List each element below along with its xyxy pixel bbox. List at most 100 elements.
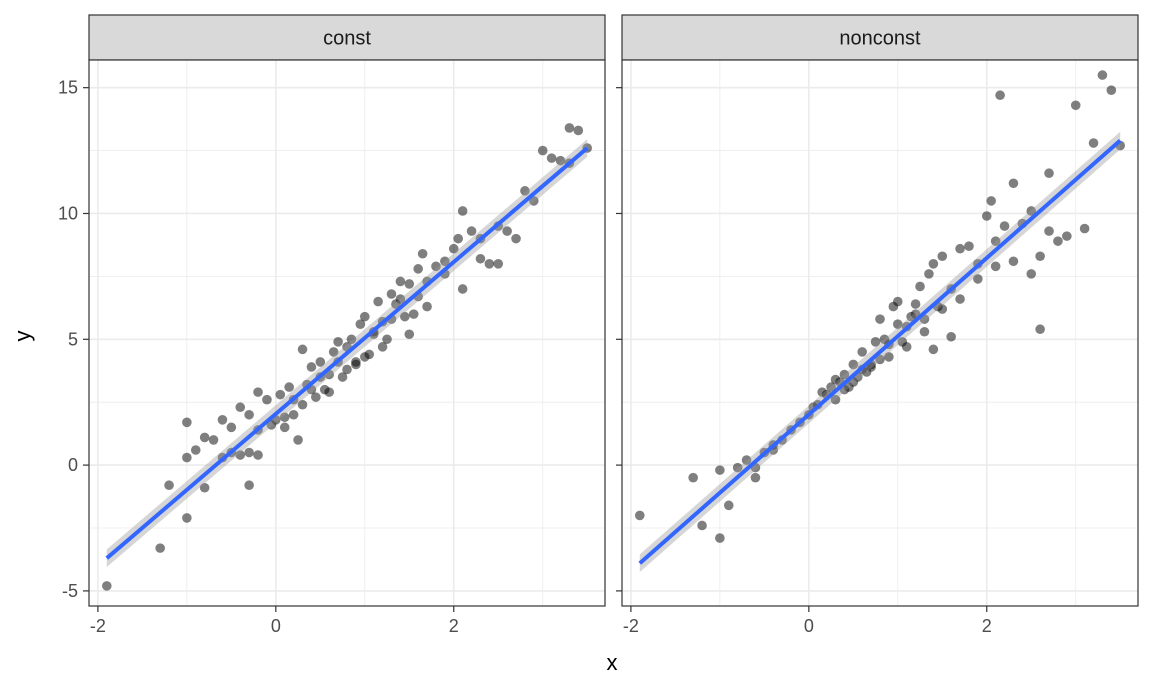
data-point [208, 435, 219, 445]
data-point [190, 445, 201, 455]
x-tick-label: 0 [804, 616, 814, 636]
data-point [723, 500, 734, 511]
data-point [440, 256, 450, 267]
data-point [164, 480, 174, 491]
data-point [400, 311, 410, 322]
data-point [297, 344, 308, 355]
data-point [1035, 251, 1045, 262]
data-point [715, 465, 725, 475]
data-point [870, 337, 881, 347]
data-point [359, 352, 370, 362]
data-point [217, 415, 228, 425]
panel-background [89, 60, 605, 606]
data-point [919, 326, 930, 337]
data-point [999, 221, 1010, 231]
y-tick-label: 5 [68, 329, 78, 349]
data-point [964, 241, 974, 251]
data-point [910, 299, 921, 309]
y-tick-label: 15 [58, 78, 78, 98]
data-point [182, 513, 192, 523]
fit-line [105, 146, 589, 560]
data-point [404, 329, 415, 340]
data-point [511, 233, 521, 244]
data-point [101, 581, 112, 591]
data-point [995, 90, 1005, 101]
data-point [502, 226, 512, 236]
data-point [324, 387, 335, 397]
x-axis-ticks: -2 0 2 [623, 606, 992, 636]
data-point [1026, 206, 1037, 216]
data-point [253, 450, 263, 460]
minor-gridlines [622, 60, 1138, 606]
data-point [226, 422, 237, 433]
data-point [493, 259, 504, 269]
data-point [284, 382, 294, 392]
data-point [235, 450, 246, 460]
major-gridlines [622, 60, 1138, 606]
data-point [986, 196, 997, 206]
data-point [529, 196, 539, 206]
data-point [830, 394, 841, 405]
data-point [973, 274, 983, 284]
data-point [422, 301, 432, 312]
data-point [1044, 226, 1054, 236]
data-point [199, 482, 210, 493]
data-point [875, 314, 885, 324]
data-point [182, 452, 192, 463]
data-point [937, 304, 948, 314]
x-tick-label: 2 [449, 616, 459, 636]
data-point [182, 417, 192, 428]
data-point [1008, 256, 1019, 267]
data-point [634, 510, 645, 521]
data-point [417, 248, 428, 259]
data-point [866, 362, 876, 372]
data-point [520, 186, 530, 196]
data-point [337, 372, 348, 382]
data-point [892, 319, 903, 329]
strip-background [621, 14, 1139, 61]
data-point [351, 359, 361, 370]
data-point [1035, 324, 1045, 335]
data-point [484, 259, 495, 269]
data-point [395, 294, 406, 304]
data-point [857, 347, 868, 357]
data-point [1026, 269, 1037, 279]
data-point [955, 243, 965, 254]
data-point [697, 520, 707, 531]
data-point [355, 319, 366, 329]
data-point [475, 253, 486, 264]
x-tick-label: -2 [90, 616, 106, 636]
x-axis-title: x [607, 650, 618, 675]
data-point [741, 455, 752, 465]
x-tick-label: -2 [623, 616, 639, 636]
data-point [333, 337, 343, 347]
data-point [990, 261, 1001, 272]
data-point [297, 399, 308, 410]
strip-label: const [323, 28, 371, 50]
x-tick-label: 0 [271, 616, 281, 636]
data-point [1044, 168, 1054, 179]
strip-background [88, 14, 606, 61]
data-point [1008, 178, 1019, 189]
data-point [981, 211, 992, 221]
x-axis-ticks: -2 0 2 [90, 606, 459, 636]
panel-const: const -2 0 2 -5 0 5 10 15 [58, 14, 606, 636]
data-point [826, 382, 836, 392]
data-point [306, 362, 317, 372]
data-point [466, 226, 477, 236]
data-point [715, 533, 725, 543]
data-point [457, 206, 468, 216]
data-point [279, 412, 290, 423]
data-point [839, 369, 850, 380]
data-point [253, 387, 263, 397]
data-point [924, 269, 934, 279]
data-point [377, 342, 388, 352]
data-point [288, 409, 299, 420]
y-axis-ticks [616, 87, 622, 592]
scatter-points [101, 123, 593, 591]
strip-label: nonconst [839, 28, 921, 50]
data-point [346, 334, 357, 345]
data-point [546, 153, 557, 163]
